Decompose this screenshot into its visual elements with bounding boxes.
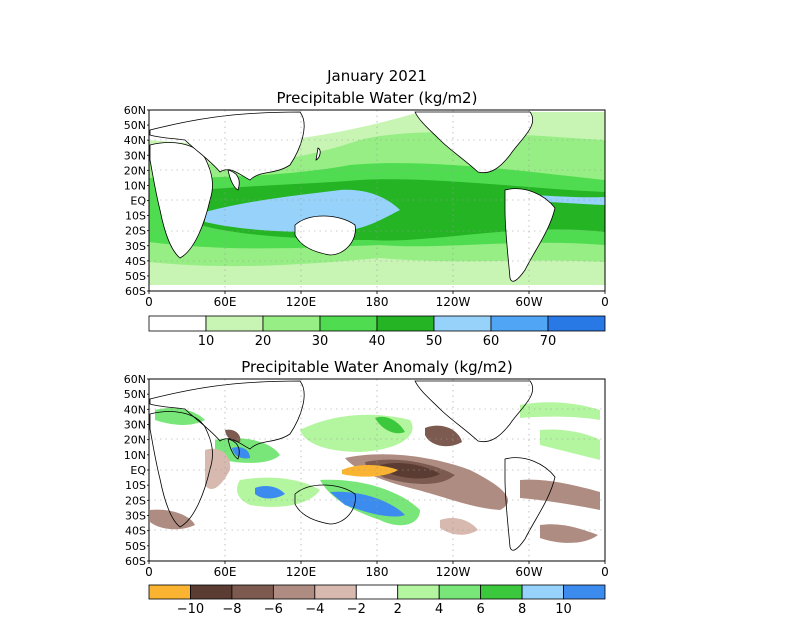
lat-tick-label: 50N <box>124 388 146 401</box>
lat-tick-label: 40S <box>125 255 146 268</box>
colorbar-swatch <box>480 584 523 600</box>
lat-tick-label: 10S <box>125 210 146 223</box>
colorbar-label: 10 <box>198 334 215 349</box>
lon-axis: 0 60E 120E 180 120W 60W 0 <box>145 291 609 309</box>
lat-tick-label: 50S <box>125 270 146 283</box>
lat-tick-label: 60N <box>124 373 146 386</box>
colorbar-swatch <box>314 584 357 600</box>
colorbar-label: 2 <box>394 602 402 617</box>
lat-tick-label: 10N <box>124 449 146 462</box>
lat-tick-label: 40N <box>124 134 146 147</box>
lon-tick-label: 120E <box>286 565 317 579</box>
lat-tick-label: 20N <box>124 434 146 447</box>
grid-lines <box>149 110 605 291</box>
coastlines <box>149 111 556 282</box>
colorbar-swatch <box>272 584 316 600</box>
lat-tick-label: 40S <box>125 525 146 538</box>
colorbar-label: 8 <box>518 602 526 617</box>
lat-tick-label: EQ <box>130 195 146 208</box>
colorbar-label: 6 <box>476 602 484 617</box>
colorbar-swatch <box>376 315 435 332</box>
colorbar: 10 20 30 40 50 60 70 <box>148 315 606 349</box>
lat-tick-label: 60N <box>124 104 146 117</box>
colorbar-label: 10 <box>555 602 572 617</box>
colorbar-label: −8 <box>222 602 241 617</box>
lon-axis: 0 60E 120E 180 120W 60W 0 <box>145 561 609 579</box>
lat-tick-label: 10N <box>124 179 146 192</box>
panel-title: Precipitable Water (kg/m2) <box>277 89 478 107</box>
lat-tick-label: 30S <box>125 240 146 253</box>
colorbar-label: 50 <box>426 334 443 349</box>
lon-tick-label: 0 <box>601 565 609 579</box>
lon-tick-label: 180 <box>366 565 389 579</box>
lon-tick-label: 0 <box>145 565 153 579</box>
lat-tick-label: 20N <box>124 164 146 177</box>
colorbar-swatch <box>521 584 564 600</box>
colorbar-swatch <box>355 584 399 600</box>
map-panel-precipitable-water: 60N 50N 40N 30N 20N 10N EQ 10S 20S 30S 40S 50S 60S 0… <box>124 104 609 309</box>
lat-tick-label: 40N <box>124 403 146 416</box>
lat-tick-label: 20S <box>125 494 146 507</box>
colorbar-label: 60 <box>483 334 500 349</box>
colorbar-label: −10 <box>177 602 204 617</box>
colorbar-label: 20 <box>255 334 272 349</box>
lon-tick-label: 120E <box>286 295 317 309</box>
lon-tick-label: 0 <box>601 295 609 309</box>
colorbar-swatch <box>205 315 264 332</box>
lat-tick-label: 60S <box>125 285 146 298</box>
lon-tick-label: 60W <box>515 565 542 579</box>
colorbar-label: 4 <box>435 602 443 617</box>
lat-tick-label: 30N <box>124 149 146 162</box>
lon-tick-label: 180 <box>366 295 389 309</box>
colorbar-label: −4 <box>305 602 324 617</box>
lat-tick-label: EQ <box>130 464 146 477</box>
lat-tick-label: 30S <box>125 510 146 523</box>
lat-tick-label: 50S <box>125 540 146 553</box>
lat-axis: 60N 50N 40N 30N 20N 10N EQ 10S 20S 30S 40S 50S 60S <box>124 373 149 568</box>
colorbar-swatch <box>319 315 378 332</box>
colorbar-swatch <box>148 315 207 332</box>
colorbar-swatch <box>190 584 233 600</box>
colorbar-swatch <box>262 315 321 332</box>
colorbar-swatch <box>563 584 606 600</box>
lon-tick-label: 120W <box>436 295 471 309</box>
lat-tick-label: 50N <box>124 119 146 132</box>
lat-tick-label: 60S <box>125 555 146 568</box>
figure-title: January 2021 <box>326 67 427 85</box>
colorbar-swatch <box>433 315 492 332</box>
colorbar-label: 30 <box>312 334 329 349</box>
lat-tick-label: 10S <box>125 479 146 492</box>
lon-tick-label: 0 <box>145 295 153 309</box>
colorbar-swatch <box>231 584 274 600</box>
lon-tick-label: 120W <box>436 565 471 579</box>
colorbar: −10 −8 −6 −4 −2 2 4 6 8 10 <box>148 584 606 617</box>
grid-lines <box>149 379 605 561</box>
colorbar-label: −6 <box>264 602 283 617</box>
colorbar-label: 40 <box>369 334 386 349</box>
lon-tick-label: 60E <box>214 565 237 579</box>
colorbar-swatch <box>148 584 191 600</box>
lon-tick-label: 60W <box>515 295 542 309</box>
colorbar-swatch <box>438 584 482 600</box>
colorbar-label: 70 <box>540 334 557 349</box>
colorbar-swatch <box>547 315 606 332</box>
colorbar-swatch <box>490 315 549 332</box>
lon-tick-label: 60E <box>214 295 237 309</box>
colorbar-swatch <box>397 584 440 600</box>
map-panel-precipitable-water-anomaly: 60N 50N 40N 30N 20N 10N EQ 10S 20S 30S 40S 50S 60S 0… <box>124 373 609 579</box>
panel-title: Precipitable Water Anomaly (kg/m2) <box>241 358 513 376</box>
lat-tick-label: 30N <box>124 419 146 432</box>
colorbar-label: −2 <box>347 602 366 617</box>
lat-axis: 60N 50N 40N 30N 20N 10N EQ 10S 20S 30S 40S 50S 60S <box>124 104 149 298</box>
coastlines <box>149 380 556 551</box>
lat-tick-label: 20S <box>125 225 146 238</box>
